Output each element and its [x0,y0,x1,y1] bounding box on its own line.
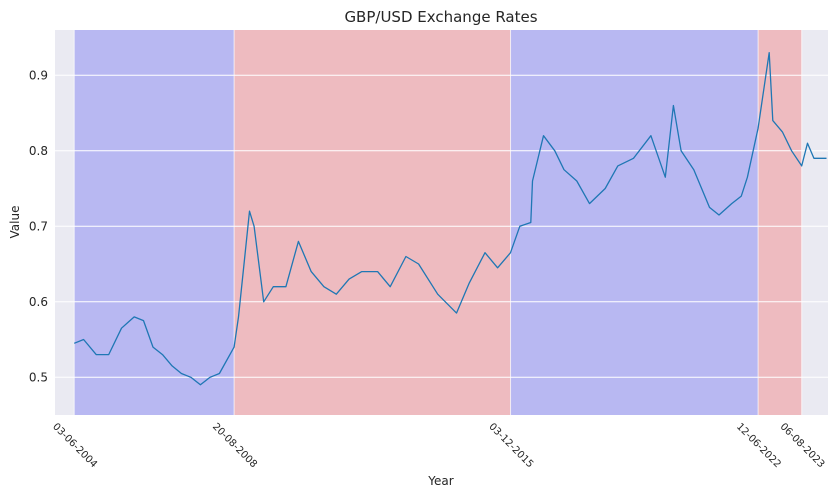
shaded-region-2 [234,30,511,415]
shaded-region-4 [758,30,802,415]
shaded-region-1 [74,30,235,415]
shaded-regions [74,30,802,415]
x-tick-label: 06-08-2023 [778,421,827,470]
shaded-region-3 [510,30,759,415]
grid-lines [55,30,828,415]
y-tick-label: 0.7 [29,219,48,233]
chart-title: GBP/USD Exchange Rates [344,8,537,26]
y-tick-label: 0.9 [29,68,48,82]
y-tick-label: 0.5 [29,370,48,384]
x-tick-label: 03-12-2015 [486,421,535,470]
y-tick-label: 0.8 [29,144,48,158]
x-axis-label: Year [427,474,453,488]
y-axis-ticks: 0.5 0.6 0.7 0.8 0.9 [29,68,48,384]
y-tick-label: 0.6 [29,295,48,309]
series-line [73,51,827,386]
x-tick-label: 03-06-2004 [50,421,99,470]
x-tick-label: 20-08-2008 [210,421,259,470]
x-tick-label: 12-06-2022 [734,421,783,470]
y-axis-label: Value [8,206,22,239]
x-axis-ticks: 03-06-2004 20-08-2008 03-12-2015 12-06-2022… [50,421,826,470]
